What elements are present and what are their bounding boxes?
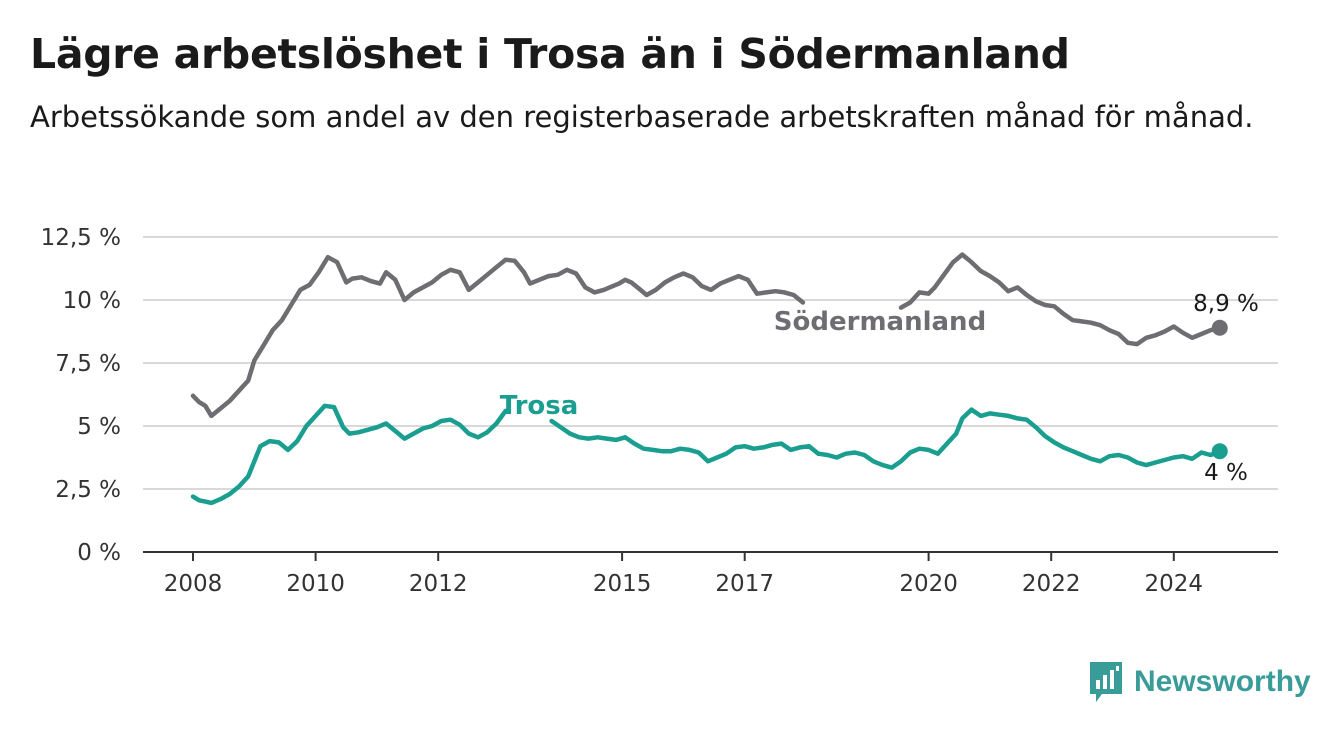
x-tick-label: 2010 [286,571,345,597]
end-label-sodermanland: 8,9 % [1193,291,1259,317]
chart-subtitle: Arbetssökande som andel av den registerb… [30,100,1254,134]
series-line-s-dermanland [190,254,806,419]
series-label-sodermanland: Södermanland [774,307,986,337]
y-tick-label: 12,5 % [41,225,121,251]
y-tick-label: 7,5 % [55,351,121,377]
y-tick-label: 2,5 % [55,477,121,503]
y-tick-label: 10 % [63,288,121,314]
x-tick-label: 2015 [593,571,652,597]
x-tick-label: 2017 [715,571,774,597]
end-point-trosa [1211,443,1228,460]
axes: 0 % 2,5 % 5 % 7,5 % 10 % 12,5 % 2008 2010 2012 20… [41,225,1278,597]
newsworthy-logo: Newsworthy [1088,660,1311,704]
x-tick-label: 2024 [1145,571,1204,597]
x-tick-label: 2020 [899,571,958,597]
series-lines [190,252,1228,506]
series-line-trosa [190,403,508,506]
gridlines [143,236,1278,490]
x-tick-label: 2022 [1022,571,1081,597]
series-label-trosa: Trosa [500,391,579,421]
y-tick-label: 5 % [77,414,121,440]
brand-name: Newsworthy [1134,665,1311,698]
end-point-s-dermanland [1211,319,1228,336]
x-tick-label: 2012 [409,571,468,597]
line-chart: 0 % 2,5 % 5 % 7,5 % 10 % 12,5 % 2008 2010 2012 20… [41,225,1278,597]
series-line-s-dermanland [898,252,1223,347]
series-labels: Södermanland Trosa 8,9 % 4 % [500,291,1259,486]
x-tick-label: 2008 [164,571,223,597]
y-tick-label: 0 % [77,540,121,566]
series-line-trosa [549,407,1223,470]
end-label-trosa: 4 % [1204,460,1248,486]
bar-chart-speech-icon [1090,662,1122,702]
chart-title: Lägre arbetslöshet i Trosa än i Söderman… [30,30,1070,78]
